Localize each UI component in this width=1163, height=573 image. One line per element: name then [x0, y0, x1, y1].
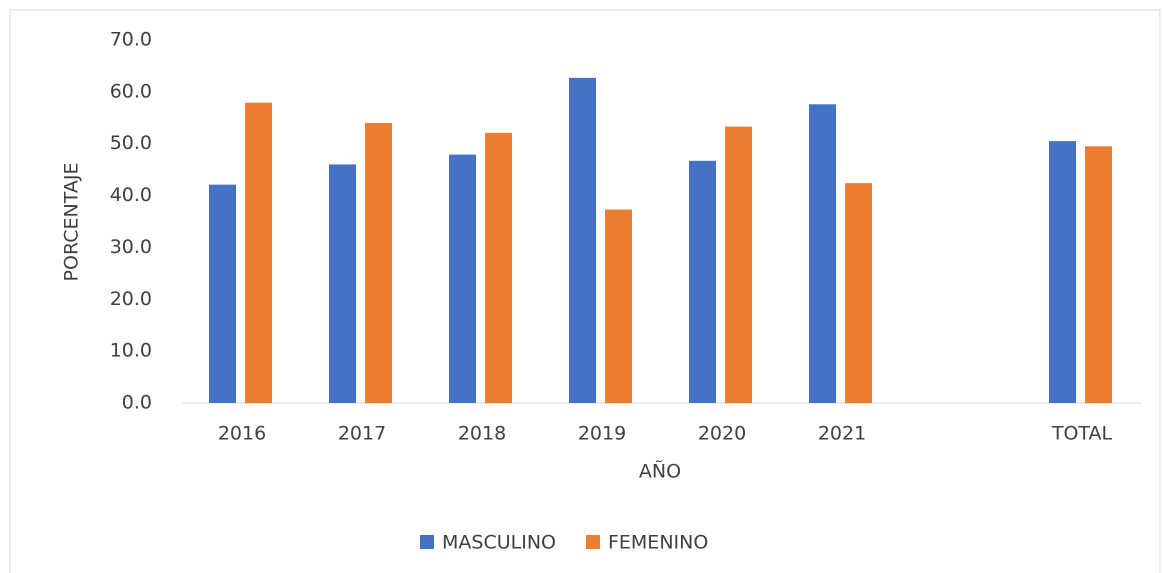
y-tick-label: 20.0 [110, 288, 152, 310]
bar [689, 160, 716, 403]
bar [485, 132, 512, 403]
bar [1049, 141, 1076, 403]
bar [725, 126, 752, 403]
y-tick-label: 30.0 [110, 236, 152, 258]
bar [569, 77, 596, 403]
bar [845, 183, 872, 403]
bar [209, 184, 236, 403]
bar [245, 102, 272, 404]
x-axis-title: AÑO [639, 460, 681, 483]
legend-swatch [420, 535, 434, 549]
y-tick-label: 10.0 [110, 340, 152, 362]
y-axis-title: PORCENTAJE [61, 163, 83, 282]
y-tick-label: 40.0 [110, 184, 152, 206]
bar [1085, 146, 1112, 404]
x-tick-label: 2016 [218, 423, 266, 445]
bar [329, 164, 356, 403]
x-tick-label: 2018 [458, 423, 506, 445]
bar [365, 122, 392, 403]
x-tick-label: 2021 [818, 423, 866, 445]
legend-label: MASCULINO [442, 532, 556, 554]
y-tick-label: 0.0 [122, 392, 152, 414]
x-tick-label: 2019 [578, 423, 626, 445]
y-tick-label: 70.0 [110, 29, 152, 51]
bar [605, 209, 632, 403]
x-tick-label: 2020 [698, 423, 746, 445]
chart-border [9, 9, 1161, 573]
y-tick-label: 50.0 [110, 132, 152, 154]
legend-label: FEMENINO [608, 532, 708, 554]
y-tick-label: 60.0 [110, 80, 152, 102]
bar [449, 154, 476, 403]
x-tick-label: 2017 [338, 423, 386, 445]
x-tick-label: TOTAL [1051, 423, 1113, 445]
legend-swatch [585, 535, 600, 549]
bar [809, 104, 836, 403]
